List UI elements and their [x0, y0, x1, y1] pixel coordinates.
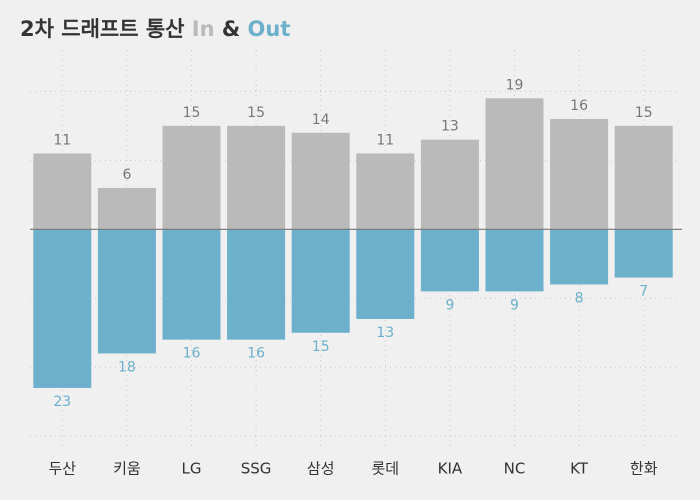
value-label: 23: [53, 394, 71, 410]
bar: [33, 153, 92, 230]
title-text: 2차 드래프트 통산: [20, 17, 184, 41]
value-label: 11: [53, 132, 71, 148]
value-label: 14: [312, 112, 330, 128]
bar: [485, 98, 544, 230]
x-tick-label: KIA: [438, 460, 463, 478]
value-label: 13: [441, 119, 459, 135]
x-tick-label: 롯데: [371, 460, 399, 478]
legend-in: In: [192, 17, 215, 41]
bar: [227, 229, 286, 340]
x-tick-label: 한화: [630, 460, 658, 478]
legend-out: Out: [248, 17, 291, 41]
value-label: 19: [506, 77, 524, 93]
value-label: 16: [183, 346, 201, 362]
bar: [550, 118, 609, 230]
value-label: 7: [639, 284, 648, 300]
bar: [33, 229, 92, 388]
value-label: 15: [183, 105, 201, 121]
bar: [420, 139, 479, 230]
bar: [485, 229, 544, 292]
bar: [97, 229, 156, 354]
value-label: 15: [635, 105, 653, 121]
bar: [162, 229, 221, 340]
bar: [291, 229, 350, 333]
bar: [420, 229, 479, 292]
value-label: 8: [575, 290, 584, 306]
x-tick-label: SSG: [241, 460, 272, 478]
value-label: 15: [312, 339, 330, 355]
x-tick-label: 키움: [113, 460, 141, 478]
bar: [291, 132, 350, 230]
value-label: 15: [247, 105, 265, 121]
value-label: 16: [247, 346, 265, 362]
value-label: 9: [510, 297, 519, 313]
value-label: 9: [445, 297, 454, 313]
x-tick-label: 삼성: [307, 460, 335, 478]
bar: [614, 125, 673, 230]
bar: [97, 187, 156, 230]
x-tick-label: KT: [570, 460, 589, 478]
value-label: 16: [570, 98, 588, 114]
value-label: 13: [376, 325, 394, 341]
bar: [356, 229, 415, 319]
x-tick-label: NC: [504, 460, 526, 478]
x-tick-label: 두산: [48, 460, 76, 478]
bar: [162, 125, 221, 230]
bar: [614, 229, 673, 278]
bar: [356, 153, 415, 230]
value-label: 11: [376, 132, 394, 148]
bar: [550, 229, 609, 285]
value-label: 6: [122, 167, 131, 183]
bar: [227, 125, 286, 230]
value-label: 18: [118, 359, 136, 375]
x-tick-label: LG: [182, 460, 202, 478]
chart-title: 2차 드래프트 통산 In & Out: [20, 17, 290, 41]
legend-separator: &: [222, 17, 240, 41]
